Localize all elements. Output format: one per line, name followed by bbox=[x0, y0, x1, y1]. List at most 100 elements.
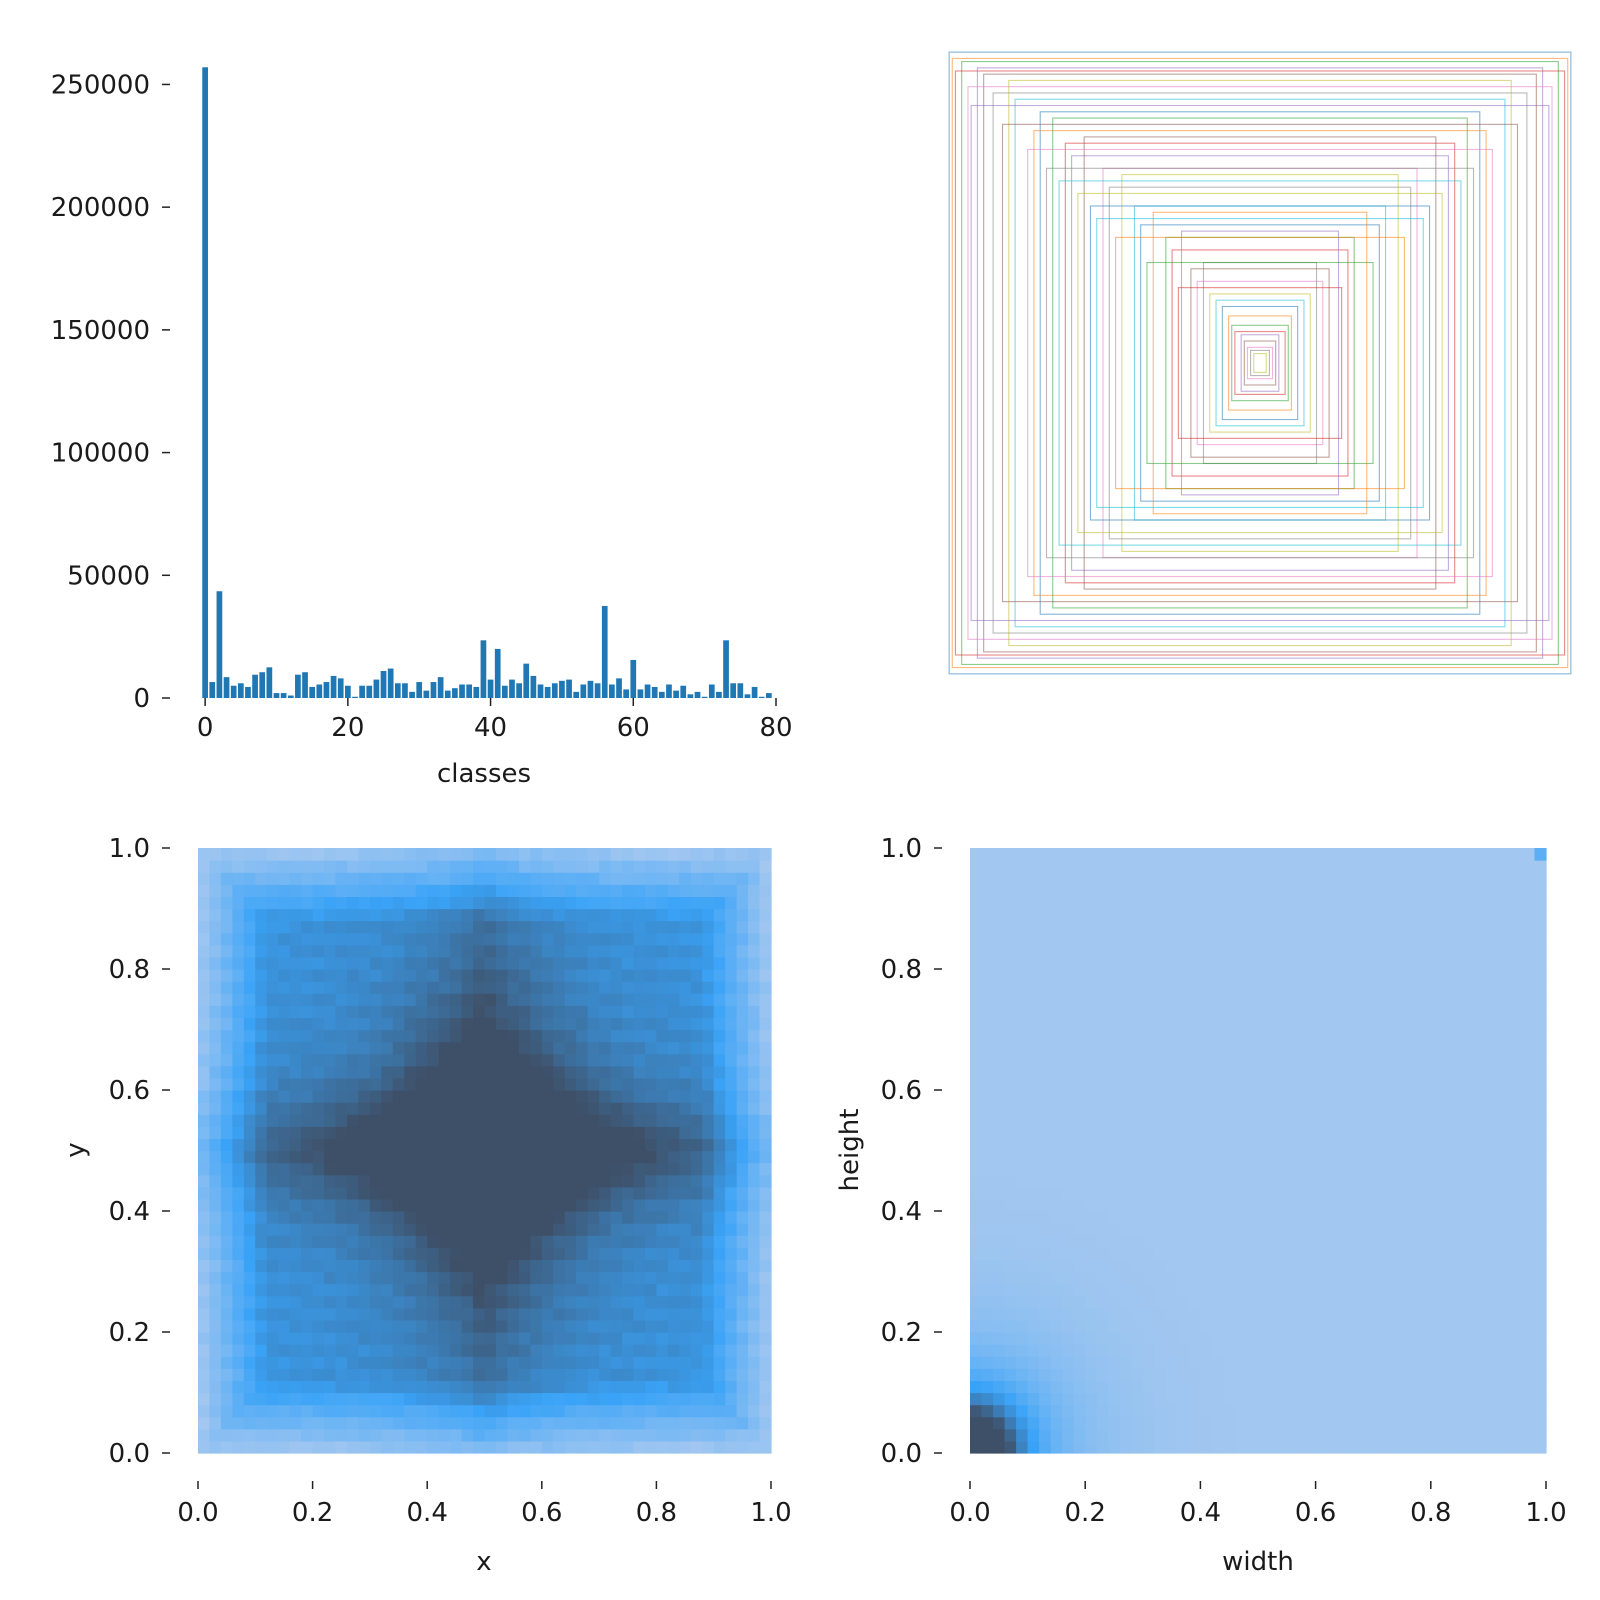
heatmap-cell bbox=[484, 1307, 497, 1321]
heatmap-cell bbox=[358, 1332, 371, 1345]
heatmap-cell bbox=[495, 1356, 509, 1369]
heatmap-cell bbox=[1292, 944, 1305, 958]
heatmap-cell bbox=[1165, 920, 1178, 934]
heatmap-cell bbox=[369, 1247, 382, 1260]
heatmap-cell bbox=[450, 1223, 463, 1236]
heatmap-cell bbox=[599, 1332, 612, 1345]
heatmap-cell bbox=[1154, 1041, 1167, 1055]
heatmap-cell bbox=[484, 1344, 497, 1357]
heatmap-cell bbox=[369, 956, 382, 970]
heatmap-cell bbox=[1223, 1295, 1236, 1309]
heatmap-cell bbox=[1027, 944, 1040, 958]
heatmap-cell bbox=[633, 848, 646, 861]
heatmap-cell bbox=[1200, 896, 1213, 910]
heatmap-cell bbox=[748, 1150, 761, 1164]
heatmap-cell bbox=[198, 1138, 211, 1152]
heatmap-cell bbox=[690, 1380, 703, 1394]
heatmap-cell bbox=[541, 920, 554, 934]
heatmap-cell bbox=[198, 1174, 211, 1188]
heatmap-cell bbox=[1465, 1211, 1478, 1224]
heatmap-cell bbox=[1281, 944, 1294, 958]
heatmap-cell bbox=[324, 1404, 337, 1418]
heatmap-cell bbox=[667, 1077, 680, 1091]
heatmap-cell bbox=[1396, 872, 1409, 885]
heatmap-cell bbox=[346, 908, 360, 922]
heatmap-cell bbox=[220, 1271, 233, 1285]
heatmap-cell bbox=[415, 908, 428, 922]
heatmap-cell bbox=[198, 1356, 211, 1369]
heatmap-cell bbox=[220, 920, 233, 934]
heatmap-cell bbox=[587, 1428, 600, 1442]
heatmap-cell bbox=[438, 896, 451, 910]
heatmap-cell bbox=[369, 1126, 382, 1139]
heatmap-cell bbox=[576, 872, 589, 885]
heatmap-cell bbox=[220, 1283, 233, 1297]
heatmap-cell bbox=[1016, 920, 1029, 934]
heatmap-cell bbox=[667, 1090, 680, 1103]
heatmap-cell bbox=[1050, 1065, 1063, 1079]
heatmap-cell bbox=[1407, 1138, 1420, 1152]
heatmap-cell bbox=[1050, 993, 1063, 1006]
heatmap-cell bbox=[243, 1247, 256, 1260]
heatmap-cell bbox=[507, 1283, 520, 1297]
heatmap-cell bbox=[232, 981, 245, 994]
heatmap-cell bbox=[1453, 1005, 1466, 1018]
heatmap-cell bbox=[209, 1053, 222, 1067]
heatmap-cell bbox=[1016, 1138, 1029, 1152]
heatmap-cell bbox=[312, 1077, 325, 1091]
heatmap-cell bbox=[243, 1065, 256, 1079]
heatmap-cell bbox=[690, 920, 703, 934]
heatmap-cell bbox=[1269, 1307, 1282, 1321]
heatmap-cell bbox=[981, 1440, 994, 1454]
heatmap-cell bbox=[1269, 1041, 1282, 1055]
heatmap-cell bbox=[1419, 1102, 1432, 1115]
heatmap-cell bbox=[599, 1223, 612, 1236]
heatmap-cell bbox=[1281, 1198, 1294, 1212]
heatmap-cell bbox=[667, 1416, 680, 1430]
heatmap-cell bbox=[981, 1150, 994, 1164]
heatmap-cell bbox=[243, 1295, 256, 1309]
heatmap-cell bbox=[736, 1114, 749, 1127]
heatmap-cell bbox=[1004, 1344, 1017, 1357]
heatmap-cell bbox=[1488, 969, 1501, 982]
heatmap-cell bbox=[1165, 1029, 1178, 1043]
heatmap-cell bbox=[1211, 1319, 1225, 1333]
heatmap-cell bbox=[1211, 1065, 1225, 1079]
heatmap-cell bbox=[564, 1211, 577, 1224]
heatmap-cell bbox=[1269, 932, 1282, 946]
heatmap-cell bbox=[301, 1041, 314, 1055]
heatmap-cell bbox=[1142, 1005, 1155, 1018]
heatmap-cell bbox=[495, 1259, 509, 1273]
heatmap-cell bbox=[392, 1332, 405, 1345]
heatmap-cell bbox=[1108, 944, 1121, 958]
heatmap-cell bbox=[1039, 1126, 1052, 1139]
heatmap-cell bbox=[736, 1198, 749, 1212]
heatmap-cell bbox=[1108, 1090, 1121, 1103]
heatmap-cell bbox=[266, 1186, 279, 1200]
heatmap-cell bbox=[1050, 1017, 1063, 1031]
heatmap-cell bbox=[633, 993, 646, 1006]
heatmap-cell bbox=[346, 1344, 360, 1357]
heatmap-cell bbox=[427, 969, 440, 982]
heatmap-cell bbox=[1453, 920, 1466, 934]
heatmap-cell bbox=[1177, 1356, 1190, 1369]
heatmap-cell bbox=[1327, 1114, 1340, 1127]
heatmap-cell bbox=[1315, 1065, 1328, 1079]
heatmap-cell bbox=[1004, 956, 1017, 970]
heatmap-cell bbox=[599, 956, 612, 970]
heatmap-cell bbox=[518, 1356, 531, 1369]
heatmap-cell bbox=[736, 1440, 749, 1454]
heatmap-cell bbox=[1361, 944, 1374, 958]
heatmap-cell bbox=[266, 1380, 279, 1394]
heatmap-cell bbox=[495, 1114, 509, 1127]
heatmap-cell bbox=[1488, 1283, 1501, 1297]
heatmap-cell bbox=[610, 1392, 623, 1406]
heatmap-cell bbox=[725, 1416, 738, 1430]
heatmap-cell bbox=[220, 1102, 233, 1115]
heatmap-cell bbox=[1281, 1126, 1294, 1139]
heatmap-cell bbox=[198, 1041, 211, 1055]
heatmap-cell bbox=[1292, 920, 1305, 934]
heatmap-cell bbox=[667, 981, 680, 994]
heatmap-cell bbox=[1442, 1332, 1455, 1345]
